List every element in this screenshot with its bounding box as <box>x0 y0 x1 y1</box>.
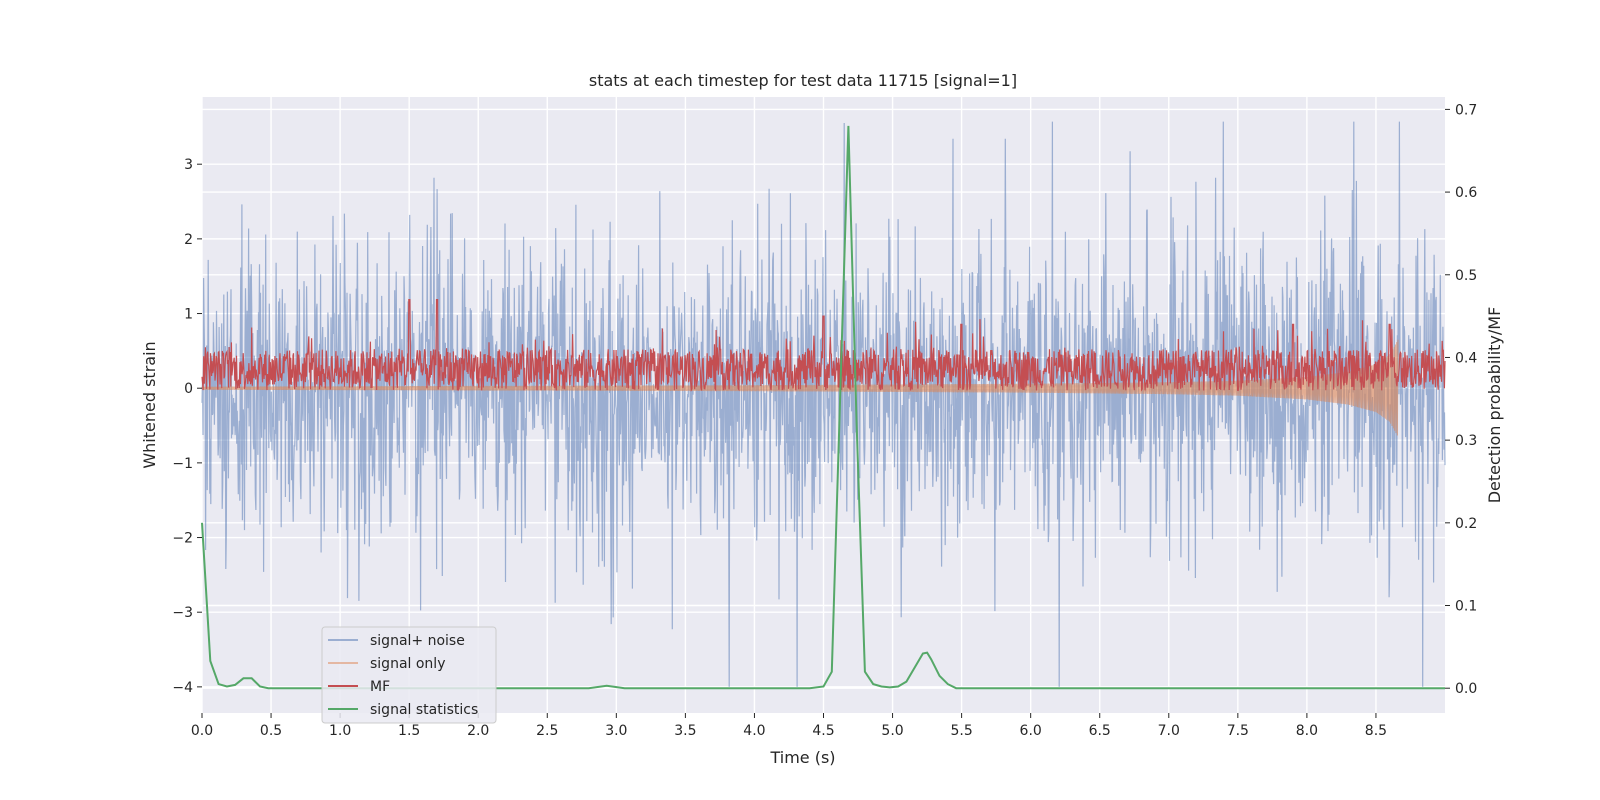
x-tick-label: 1.0 <box>329 723 351 739</box>
x-tick-label: 2.0 <box>467 723 489 739</box>
line-mf <box>201 299 1446 392</box>
legend-label-signal-statistics: signal statistics <box>370 702 478 718</box>
x-tick-label: 3.0 <box>605 723 627 739</box>
x-tick-label: 6.5 <box>1089 723 1111 739</box>
y-left-tick-label: −2 <box>172 531 193 547</box>
y-right-tick-label: 0.3 <box>1455 433 1477 449</box>
y-left-tick-label: 2 <box>184 232 193 248</box>
y-left-tick-label: −3 <box>172 605 193 621</box>
y-right-tick-label: 0.5 <box>1455 268 1477 284</box>
legend-label-mf: MF <box>370 679 390 695</box>
legend: signal+ noise signal only MF signal stat… <box>321 626 497 724</box>
chart-title: stats at each timestep for test data 117… <box>589 71 1017 90</box>
y-right-axis-ticks: 0.0 0.1 0.2 0.3 0.4 0.5 0.6 0.7 <box>1445 102 1477 697</box>
x-tick-label: 4.5 <box>812 723 834 739</box>
y-right-tick-label: 0.2 <box>1455 516 1477 532</box>
legend-box <box>321 626 497 724</box>
x-tick-label: 7.5 <box>1227 723 1249 739</box>
y-axis-left-label: Whitened strain <box>140 341 159 468</box>
legend-label-signal-noise: signal+ noise <box>370 633 465 649</box>
x-axis-label: Time (s) <box>769 748 835 767</box>
y-left-tick-label: −1 <box>172 456 193 472</box>
y-right-tick-label: 0.4 <box>1455 350 1477 366</box>
y-left-tick-label: 3 <box>184 157 193 173</box>
legend-label-signal-only: signal only <box>370 656 445 672</box>
x-tick-label: 0.0 <box>191 723 213 739</box>
y-right-tick-label: 0.0 <box>1455 681 1477 697</box>
y-left-tick-label: −4 <box>172 680 193 696</box>
x-tick-label: 2.5 <box>536 723 558 739</box>
x-tick-label: 4.0 <box>743 723 765 739</box>
x-axis-ticks: 0.0 0.5 1.0 1.5 2.0 2.5 3.0 3.5 4.0 4.5 5.0 5.5 6.0 6… <box>191 713 1387 739</box>
series-signal-statistics <box>201 125 1445 690</box>
x-tick-label: 8.0 <box>1296 723 1318 739</box>
x-tick-label: 5.5 <box>950 723 972 739</box>
x-tick-label: 5.0 <box>881 723 903 739</box>
line-signal-noise <box>201 121 1446 687</box>
line-signal-statistics <box>201 125 1445 690</box>
y-right-tick-label: 0.7 <box>1455 102 1477 118</box>
x-tick-label: 3.5 <box>674 723 696 739</box>
x-tick-label: 1.5 <box>398 723 420 739</box>
series-signal-noise <box>201 121 1446 687</box>
y-right-tick-label: 0.6 <box>1455 185 1477 201</box>
y-left-tick-label: 1 <box>184 307 193 323</box>
y-right-tick-label: 0.1 <box>1455 599 1477 615</box>
x-tick-label: 0.5 <box>260 723 282 739</box>
x-tick-label: 8.5 <box>1365 723 1387 739</box>
y-axis-right-label: Detection probability/MF <box>1485 307 1504 504</box>
y-left-tick-label: 0 <box>184 381 193 397</box>
y-left-axis-ticks: −4 −3 −2 −1 0 1 2 3 <box>172 157 202 696</box>
x-tick-label: 7.0 <box>1158 723 1180 739</box>
series-mf <box>201 299 1446 392</box>
x-tick-label: 6.0 <box>1020 723 1042 739</box>
